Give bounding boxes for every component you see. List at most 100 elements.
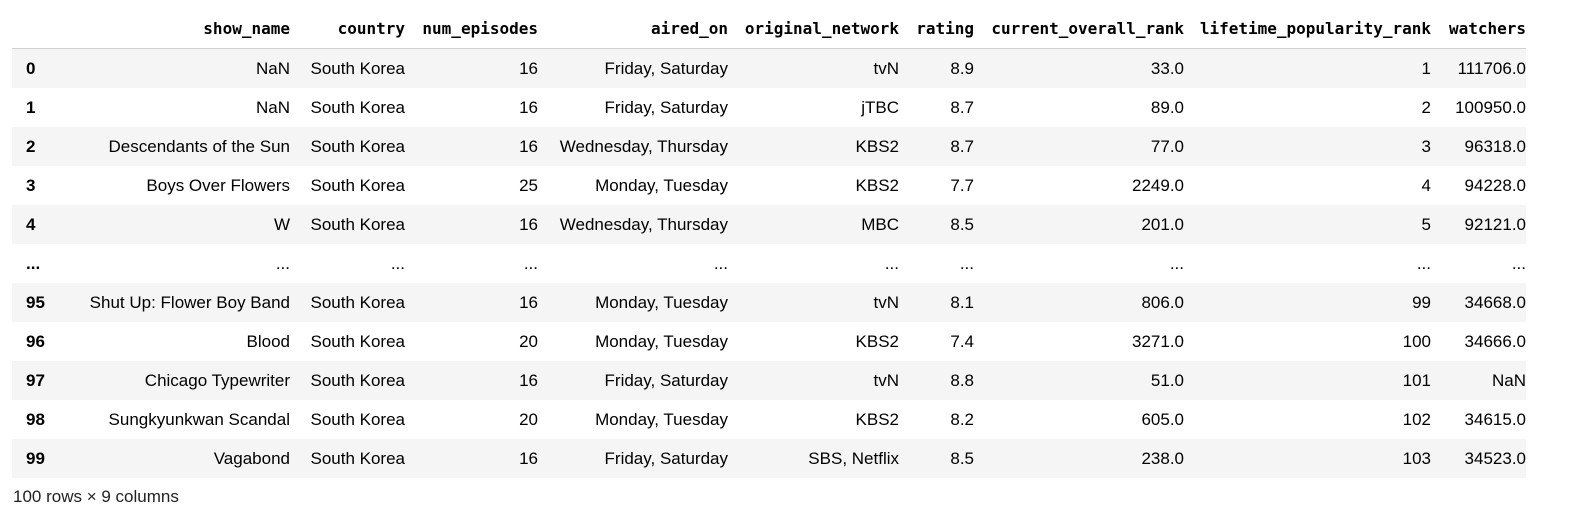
cell-current-overall-rank: 33.0	[1150, 58, 1184, 78]
cell-show-name: Descendants of the Sun	[108, 136, 290, 156]
cell-num-episodes: ...	[523, 253, 538, 273]
cell-country: South Korea	[310, 136, 405, 156]
cell-lifetime-popularity-rank: 3	[1421, 136, 1431, 156]
cell-rating: ...	[959, 253, 974, 273]
cell-watchers: 94228.0	[1464, 175, 1526, 195]
cell-country: South Korea	[310, 292, 405, 312]
column-header-index	[12, 8, 72, 49]
cell-aired-on: Monday, Tuesday	[595, 292, 728, 312]
cell-rating: 7.7	[950, 175, 974, 195]
cell-watchers: 34666.0	[1464, 331, 1526, 351]
cell-num-episodes: 20	[519, 331, 538, 351]
cell-original-network: jTBC	[861, 97, 899, 117]
table-header: show_name country num_episodes aired_on orig…	[12, 8, 1526, 49]
cell-aired-on: Monday, Tuesday	[595, 331, 728, 351]
cell-rating: 8.9	[950, 58, 974, 78]
cell-watchers: 92121.0	[1464, 214, 1526, 234]
row-index: 97	[26, 370, 45, 390]
cell-show-name: Blood	[246, 331, 290, 351]
column-header-current-overall-rank: current_overall_rank	[974, 8, 1184, 49]
cell-watchers: 34615.0	[1464, 409, 1526, 429]
cell-num-episodes: 16	[519, 97, 538, 117]
cell-lifetime-popularity-rank: ...	[1416, 253, 1431, 273]
cell-current-overall-rank: ...	[1169, 253, 1184, 273]
cell-original-network: tvN	[873, 292, 900, 312]
cell-country: South Korea	[310, 58, 405, 78]
cell-current-overall-rank: 3271.0	[1132, 331, 1184, 351]
cell-rating: 8.8	[950, 370, 974, 390]
cell-watchers: 100950.0	[1455, 97, 1526, 117]
cell-country: South Korea	[310, 175, 405, 195]
cell-lifetime-popularity-rank: 102	[1402, 409, 1431, 429]
cell-lifetime-popularity-rank: 103	[1402, 448, 1431, 468]
row-index: 4	[26, 214, 36, 234]
cell-rating: 7.4	[950, 331, 974, 351]
row-index: 96	[26, 331, 45, 351]
cell-lifetime-popularity-rank: 100	[1402, 331, 1431, 351]
row-index: 98	[26, 409, 45, 429]
cell-country: South Korea	[310, 97, 405, 117]
cell-country: ...	[390, 253, 405, 273]
cell-rating: 8.7	[950, 97, 974, 117]
cell-original-network: tvN	[873, 370, 900, 390]
row-index: 1	[26, 97, 36, 117]
dataframe-output: show_name country num_episodes aired_on orig…	[12, 8, 1526, 478]
cell-current-overall-rank: 77.0	[1150, 136, 1184, 156]
table-row: 98 Sungkyunkwan Scandal South Korea 20 Monda…	[12, 400, 1526, 439]
cell-original-network: tvN	[873, 58, 900, 78]
cell-watchers: 111706.0	[1457, 58, 1526, 78]
cell-current-overall-rank: 605.0	[1141, 409, 1184, 429]
table-row: 1 NaN South Korea 16 Friday, Saturday jTBC 8.7…	[12, 88, 1526, 127]
column-header-original-network: original_network	[728, 8, 899, 49]
table-row: 99 Vagabond South Korea 16 Friday, Saturday S…	[12, 439, 1526, 478]
cell-watchers: 34668.0	[1464, 292, 1526, 312]
cell-original-network: KBS2	[855, 136, 899, 156]
column-header-country: country	[290, 8, 405, 49]
cell-watchers: ...	[1511, 253, 1526, 273]
cell-num-episodes: 16	[519, 136, 538, 156]
cell-rating: 8.5	[950, 448, 974, 468]
cell-show-name: Vagabond	[213, 448, 290, 468]
table-row: 3 Boys Over Flowers South Korea 25 Monday, T…	[12, 166, 1526, 205]
cell-aired-on: Friday, Saturday	[604, 370, 728, 390]
cell-lifetime-popularity-rank: 4	[1421, 175, 1431, 195]
table-row: 0 NaN South Korea 16 Friday, Saturday tvN 8.9 3…	[12, 48, 1526, 88]
cell-aired-on: Wednesday, Thursday	[559, 136, 728, 156]
cell-num-episodes: 20	[519, 409, 538, 429]
cell-aired-on: Monday, Tuesday	[595, 409, 728, 429]
row-index: ...	[26, 253, 41, 273]
column-header-lifetime-popularity-rank: lifetime_popularity_rank	[1184, 8, 1431, 49]
cell-original-network: KBS2	[855, 175, 899, 195]
cell-num-episodes: 16	[519, 58, 538, 78]
column-header-aired-on: aired_on	[538, 8, 728, 49]
cell-show-name: Chicago Typewriter	[144, 370, 290, 390]
cell-watchers: NaN	[1491, 370, 1526, 390]
column-header-num-episodes: num_episodes	[405, 8, 538, 49]
row-index: 2	[26, 136, 36, 156]
cell-show-name: Sungkyunkwan Scandal	[108, 409, 290, 429]
row-index: 3	[26, 175, 36, 195]
row-index: 99	[26, 448, 45, 468]
cell-num-episodes: 25	[519, 175, 538, 195]
cell-original-network: KBS2	[855, 331, 899, 351]
table-row: 95 Shut Up: Flower Boy Band South Korea 16 M…	[12, 283, 1526, 322]
cell-rating: 8.1	[950, 292, 974, 312]
cell-country: South Korea	[310, 214, 405, 234]
row-index: 0	[26, 58, 36, 78]
cell-rating: 8.7	[950, 136, 974, 156]
cell-current-overall-rank: 51.0	[1150, 370, 1184, 390]
cell-lifetime-popularity-rank: 5	[1421, 214, 1431, 234]
cell-lifetime-popularity-rank: 101	[1402, 370, 1431, 390]
cell-original-network: SBS, Netflix	[808, 448, 899, 468]
cell-num-episodes: 16	[519, 448, 538, 468]
dataframe-table: show_name country num_episodes aired_on orig…	[12, 8, 1526, 478]
cell-current-overall-rank: 89.0	[1150, 97, 1184, 117]
cell-current-overall-rank: 2249.0	[1132, 175, 1184, 195]
cell-original-network: MBC	[861, 214, 899, 234]
cell-show-name: ...	[275, 253, 290, 273]
row-index: 95	[26, 292, 45, 312]
cell-aired-on: Wednesday, Thursday	[559, 214, 728, 234]
cell-aired-on: ...	[713, 253, 728, 273]
cell-rating: 8.5	[950, 214, 974, 234]
table-body: 0 NaN South Korea 16 Friday, Saturday tvN 8.9 3…	[12, 48, 1526, 478]
